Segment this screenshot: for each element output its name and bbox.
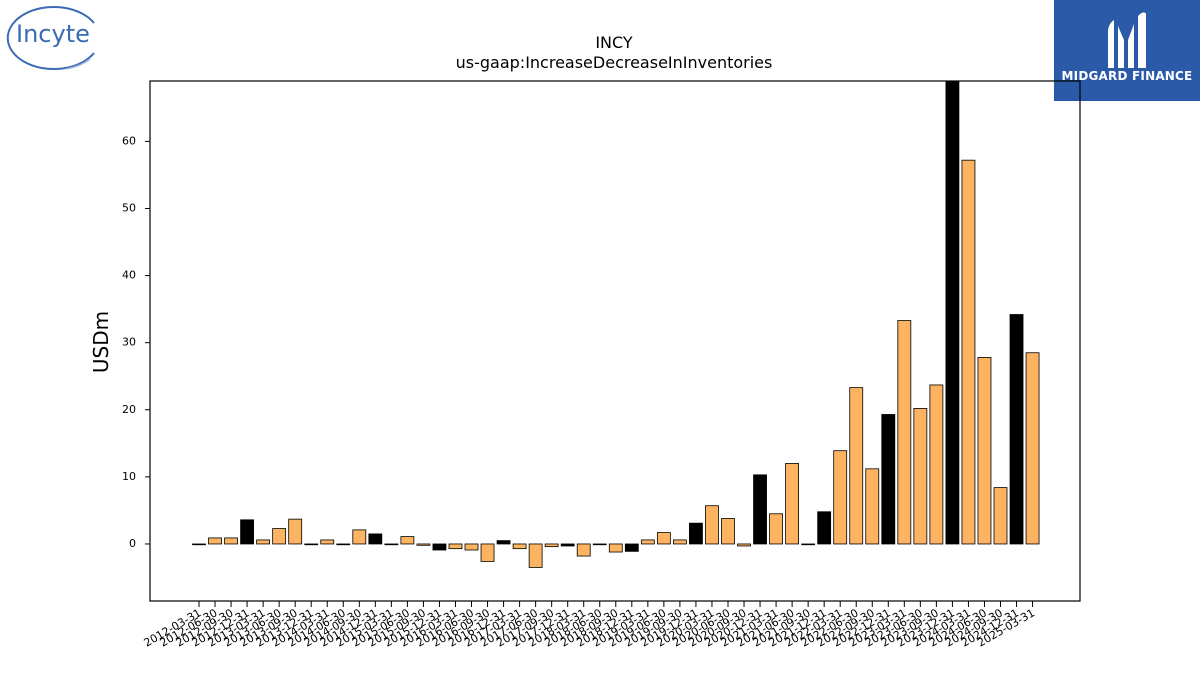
bar-2016-03-31 (448, 543, 463, 550)
bar-2021-03-31 (769, 513, 783, 545)
bar-2015-03-31 (384, 543, 399, 546)
bar-2012-12-31 (240, 519, 254, 545)
bar-2015-06-30 (400, 536, 415, 545)
bar-2014-09-30 (352, 529, 367, 545)
plot-frame (149, 80, 1081, 602)
y-tick-label: 50 (122, 201, 136, 214)
y-ticks: 0 10 20 30 40 50 60 (122, 134, 150, 550)
y-tick-label: 30 (122, 336, 136, 349)
bar-2021-12-31 (817, 511, 832, 545)
incyte-logo-text: Incyte (16, 20, 90, 48)
bar-2014-06-30 (336, 543, 351, 546)
bar-2013-12-31 (304, 543, 319, 546)
bar-2013-03-31 (256, 539, 271, 545)
bar-2020-06-30 (721, 518, 735, 545)
chart-subtitle: us-gaap:IncreaseDecreaseInInventories (456, 53, 773, 72)
bar-2017-06-30 (528, 543, 543, 568)
bar-2022-03-31 (833, 450, 848, 545)
bar-2023-06-30 (913, 408, 928, 545)
bar-2016-12-31 (496, 540, 511, 545)
bar-2019-12-31 (689, 522, 703, 545)
midgard-logo-text: MIDGARD FINANCE (1061, 69, 1193, 83)
bar-2024-06-30 (977, 357, 992, 545)
bar-2020-03-31 (705, 505, 719, 545)
bar-2020-12-31 (753, 474, 767, 545)
y-tick-label: 20 (122, 403, 136, 416)
bar-2022-12-31 (881, 414, 896, 545)
bar-2025-03-31 (1025, 352, 1040, 545)
bar-2013-09-30 (288, 518, 303, 545)
bar-2024-09-30 (993, 487, 1008, 545)
bar-2018-03-31 (576, 543, 591, 557)
bar-2015-09-30 (416, 543, 431, 546)
y-axis-label: USDm (89, 311, 113, 373)
bar-2016-06-30 (464, 543, 479, 551)
bar-2021-09-30 (801, 543, 816, 546)
bar-2018-12-31 (624, 543, 639, 552)
bar-2014-12-31 (368, 533, 383, 545)
logo-ring-icon (6, 6, 95, 70)
bar-2022-06-30 (849, 387, 864, 545)
y-tick-label: 40 (122, 269, 136, 282)
bar-2014-03-31 (320, 539, 335, 545)
bar-2012-09-30 (224, 537, 238, 545)
bar-2017-12-31 (560, 543, 575, 547)
y-tick-label: 60 (122, 134, 136, 147)
bar-2018-06-30 (592, 543, 607, 546)
midgard-mark-icon (1108, 12, 1146, 68)
bars-group (192, 80, 1040, 568)
midgard-finance-logo: MIDGARD FINANCE (1054, 0, 1200, 101)
bar-2019-09-30 (673, 539, 687, 545)
bar-2024-03-31 (961, 159, 976, 545)
bar-2015-12-31 (432, 543, 447, 551)
y-tick-label: 0 (129, 537, 136, 550)
bar-2024-12-31 (1009, 314, 1024, 545)
bar-2023-03-31 (897, 320, 912, 545)
bar-2022-09-30 (865, 468, 880, 545)
bar-2018-09-30 (608, 543, 623, 553)
bar-2023-12-31 (945, 80, 960, 545)
bar-2021-06-30 (785, 463, 800, 545)
bar-2017-03-31 (512, 543, 527, 550)
y-tick-label: 10 (122, 470, 136, 483)
incyte-logo (6, 5, 102, 71)
bar-2019-03-31 (640, 539, 655, 545)
bar-2023-09-30 (929, 384, 944, 545)
x-ticks: 2012-03-312012-06-302012-09-302012-12-31… (142, 601, 1037, 650)
bar-2020-09-30 (737, 543, 751, 547)
bar-2012-06-30 (208, 537, 222, 545)
bar-2013-06-30 (272, 528, 287, 545)
bar-2016-09-30 (480, 543, 495, 562)
bar-2012-03-31 (192, 543, 206, 546)
chart-title: INCY (595, 33, 633, 52)
bar-2017-09-30 (544, 543, 559, 548)
bar-2019-06-30 (656, 532, 671, 545)
